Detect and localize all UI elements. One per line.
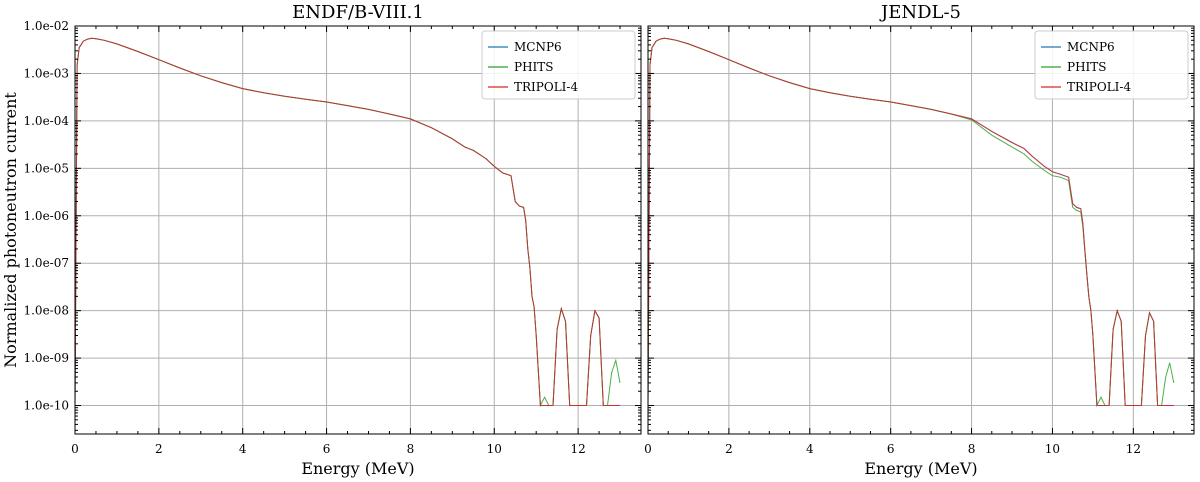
legend-label-tripoli4: TRIPOLI-4 (1067, 80, 1131, 94)
series-line-tripoli-4 (648, 37, 1174, 406)
x-tick-label: 2 (725, 442, 733, 456)
x-tick-label: 10 (1045, 442, 1060, 456)
x-tick-label: 12 (1126, 442, 1141, 456)
y-axis-label: Normalized photoneutron current (1, 92, 20, 368)
y-tick-label: 1.0e-04 (23, 114, 69, 128)
x-tick-label: 6 (887, 442, 895, 456)
x-tick-label: 8 (407, 442, 415, 456)
x-tick-label: 4 (806, 442, 814, 456)
legend-label-mcnp6: MCNP6 (514, 40, 562, 54)
y-tick-labels: 1.0e-02 1.0e-03 1.0e-04 1.0e-05 1.0e-06 1.0e-… (23, 19, 69, 413)
legend-label-phits: PHITS (1067, 60, 1107, 74)
x-tick-label: 8 (968, 442, 976, 456)
series-group (75, 37, 621, 408)
plot-frame (647, 25, 1195, 435)
x-tick-label: 6 (323, 442, 331, 456)
x-tick-label: 0 (644, 442, 652, 456)
legend-box (481, 30, 636, 100)
x-tick-label: 10 (487, 442, 502, 456)
panel-endf: ENDF/B-VIII.1 0 2 4 6 8 10 12 1.0e-021.0e-031.… (23, 2, 642, 478)
x-tick-labels: 0 2 4 6 8 10 12 (644, 442, 1141, 456)
x-axis-label: Energy (MeV) (301, 459, 414, 478)
x-tick-label: 0 (71, 442, 79, 456)
y-tick-label: 1.0e-05 (23, 161, 69, 175)
y-tick-label: 1.0e-03 (23, 66, 69, 80)
y-tick-label: 1.0e-06 (23, 209, 69, 223)
y-tick-label: 1.0e-07 (23, 256, 69, 270)
legend-box (1034, 30, 1189, 100)
series-group (648, 37, 1175, 408)
plot-frame (74, 25, 642, 435)
x-tick-label: 2 (155, 442, 163, 456)
y-tick-label: 1.0e-08 (23, 304, 69, 318)
series-line-tripoli-4 (75, 37, 620, 406)
legend-label-phits: PHITS (514, 60, 554, 74)
x-tick-labels: 0 2 4 6 8 10 12 (71, 442, 586, 456)
y-tick-label: 1.0e-09 (23, 351, 69, 365)
panel-title: ENDF/B-VIII.1 (292, 2, 424, 23)
legend: MCNP6 PHITS TRIPOLI-4 (1034, 30, 1189, 100)
x-axis-label: Energy (MeV) (864, 459, 977, 478)
legend: MCNP6 PHITS TRIPOLI-4 (481, 30, 636, 100)
x-tick-label: 4 (239, 442, 247, 456)
panel-jendl: JENDL-5 0 2 4 6 8 10 12 Energy (MeV) MCNP6 PHI… (644, 2, 1195, 478)
x-tick-label: 12 (570, 442, 585, 456)
panel-title: JENDL-5 (879, 2, 961, 23)
legend-label-mcnp6: MCNP6 (1067, 40, 1115, 54)
legend-label-tripoli4: TRIPOLI-4 (514, 80, 578, 94)
y-tick-label: 1.0e-02 (23, 19, 69, 33)
y-tick-label: 1.0e-10 (23, 399, 69, 413)
